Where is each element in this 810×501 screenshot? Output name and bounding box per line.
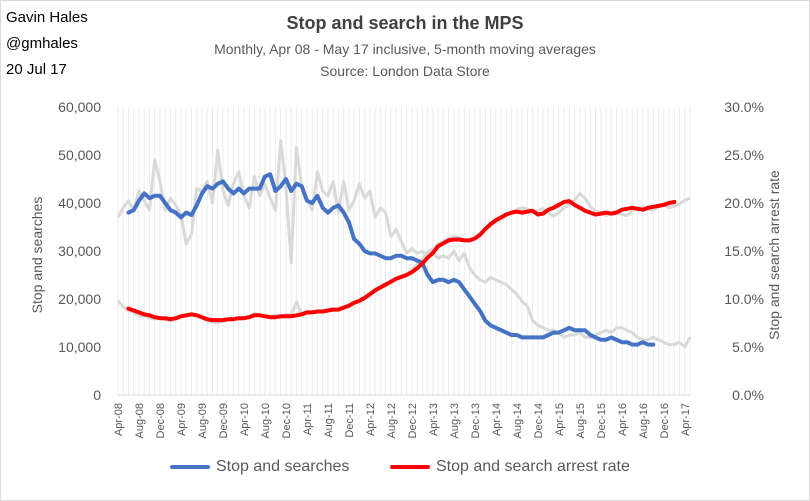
y-tick-label: 20,000 (58, 291, 101, 307)
legend-item-arrest-rate: Stop and search arrest rate (390, 458, 630, 476)
legend-swatch-blue (170, 465, 210, 469)
x-tick-label: Aug-11 (323, 403, 335, 438)
chart-title: Stop and search in the MPS (286, 13, 524, 33)
series-lines (126, 172, 677, 347)
x-tick-label: Aug-12 (386, 403, 398, 438)
x-tick-label: Dec-10 (281, 403, 293, 438)
y-tick-label: 60,000 (58, 99, 101, 115)
y2-tick-label: 5.0% (732, 339, 764, 355)
x-tick-label: Dec-13 (470, 403, 482, 438)
x-tick-label: Dec-08 (155, 403, 167, 438)
x-tick-label: Dec-14 (533, 403, 545, 438)
series-line-searches (126, 172, 656, 347)
x-tick-label: Apr-17 (680, 403, 692, 436)
y-tick-label: 30,000 (58, 243, 101, 259)
author-date: 20 Jul 17 (6, 61, 67, 78)
legend-swatch-red (390, 465, 430, 469)
y2-tick-label: 30.0% (724, 99, 764, 115)
y2-tick-label: 25.0% (724, 147, 764, 163)
y-axis-title: Stop and searches (29, 197, 45, 314)
x-tick-label: Apr-16 (617, 403, 629, 436)
x-tick-label: Apr-12 (365, 403, 377, 436)
author-handle: @gmhales (6, 35, 78, 52)
y-tick-label: 10,000 (58, 339, 101, 355)
x-tick-label: Apr-09 (176, 403, 188, 436)
left-axis-ticks: 60,000 50,000 40,000 30,000 20,000 10,000 0 (58, 99, 101, 403)
y2-tick-label: 0.0% (732, 387, 764, 403)
x-tick-label: Apr-13 (428, 403, 440, 436)
x-tick-label: Apr-14 (491, 403, 503, 436)
x-tick-label: Apr-10 (239, 403, 251, 436)
y2-tick-label: 20.0% (724, 195, 764, 211)
x-axis-ticks: Apr-08 Aug-08 Dec-08 Apr-09 Aug-09 Dec-09 Apr-… (113, 403, 692, 438)
x-tick-label: Dec-11 (344, 403, 356, 438)
legend-label-arrest-rate: Stop and search arrest rate (436, 458, 630, 475)
x-tick-label: Dec-15 (596, 403, 608, 438)
y2-axis-title: Stop and search arrest rate (766, 170, 782, 340)
x-tick-label: Aug-14 (512, 403, 524, 438)
x-tick-label: Dec-16 (659, 403, 671, 438)
x-tick-label: Aug-16 (638, 403, 650, 438)
x-tick-label: Apr-15 (554, 403, 566, 436)
y2-tick-label: 15.0% (724, 243, 764, 259)
x-tick-label: Apr-08 (113, 403, 125, 436)
x-tick-label: Apr-11 (302, 403, 314, 435)
y2-tick-label: 10.0% (724, 291, 764, 307)
chart-source: Source: London Data Store (320, 63, 490, 79)
y-tick-label: 0 (93, 387, 101, 403)
legend-item-searches: Stop and searches (170, 458, 349, 476)
series-line-arrest-rate (126, 199, 677, 323)
y-tick-label: 40,000 (58, 195, 101, 211)
x-tick-label: Aug-13 (449, 403, 461, 438)
x-tick-label: Aug-10 (260, 403, 272, 438)
x-tick-label: Aug-08 (134, 403, 146, 438)
legend: Stop and searches Stop and search arrest… (0, 458, 810, 482)
x-tick-label: Aug-15 (575, 403, 587, 438)
x-tick-label: Dec-09 (218, 403, 230, 438)
author-name: Gavin Hales (6, 9, 88, 26)
gridlines (117, 107, 691, 396)
legend-label-searches: Stop and searches (216, 458, 350, 475)
x-tick-label: Dec-12 (407, 403, 419, 438)
x-tick-label: Aug-09 (197, 403, 209, 438)
chart-subtitle: Monthly, Apr 08 - May 17 inclusive, 5-mo… (214, 41, 596, 57)
y-tick-label: 50,000 (58, 147, 101, 163)
right-axis-ticks: 30.0% 25.0% 20.0% 15.0% 10.0% 5.0% 0.0% (724, 99, 764, 403)
